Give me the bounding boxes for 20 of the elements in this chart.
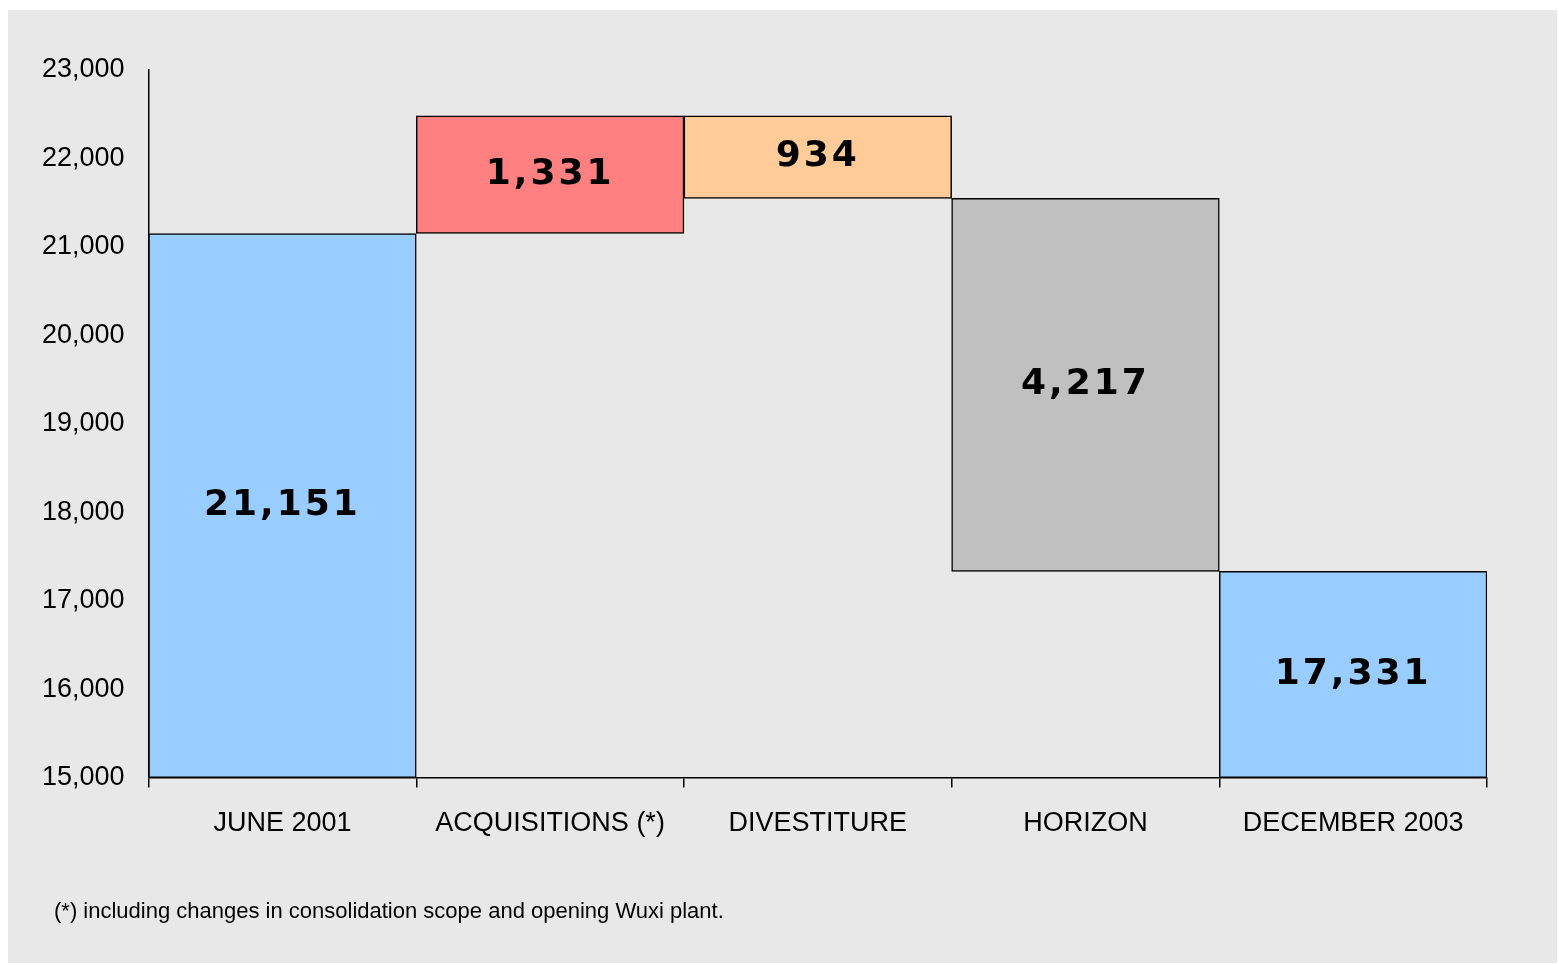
data-label: 934: [775, 133, 860, 175]
y-tick-label: 23,000: [41, 53, 125, 84]
data-label: 1,331: [485, 151, 615, 193]
y-tick-label: 15,000: [41, 761, 125, 792]
y-tick-label: 22,000: [41, 141, 125, 172]
x-tick-label: HORIZON: [1023, 807, 1148, 838]
x-tick-label: DIVESTITURE: [728, 807, 908, 838]
y-tick-label: 18,000: [41, 495, 125, 526]
data-label: 17,331: [1274, 650, 1432, 692]
x-tick-label: ACQUISITIONS (*): [435, 807, 665, 838]
y-tick-label: 16,000: [41, 672, 125, 703]
data-label: 21,151: [203, 481, 361, 523]
y-tick-label: 21,000: [41, 230, 125, 261]
y-tick-label: 20,000: [41, 318, 125, 349]
y-tick-label: 19,000: [41, 407, 125, 438]
y-tick-label: 17,000: [41, 584, 125, 615]
x-tick-label: DECEMBER 2003: [1242, 807, 1464, 838]
text: (*) including changes in consolidation scope and opening Wuxi plant.: [54, 898, 724, 924]
x-tick-label: JUNE 2001: [213, 807, 352, 838]
data-label: 4,217: [1021, 361, 1150, 403]
